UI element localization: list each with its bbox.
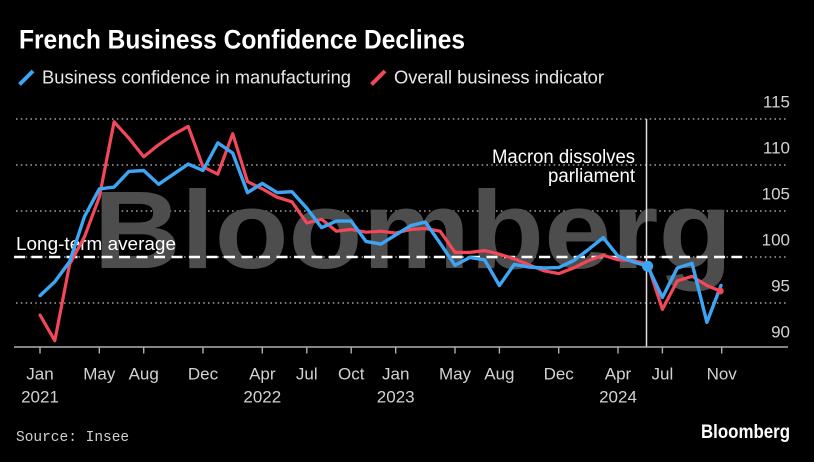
svg-text:Source: Insee: Source: Insee [16, 430, 129, 446]
svg-text:2024: 2024 [599, 388, 637, 407]
svg-text:Macron dissolves: Macron dissolves [492, 147, 635, 168]
svg-text:Apr: Apr [605, 365, 632, 384]
svg-text:Long-term average: Long-term average [16, 234, 176, 254]
svg-text:95: 95 [771, 277, 790, 296]
svg-text:Dec: Dec [544, 365, 575, 384]
svg-text:2022: 2022 [243, 388, 281, 407]
svg-text:Jul: Jul [296, 365, 318, 384]
svg-text:Oct: Oct [338, 365, 365, 384]
svg-text:parliament: parliament [548, 166, 636, 187]
svg-text:Aug: Aug [129, 365, 159, 384]
svg-text:Aug: Aug [484, 365, 514, 384]
svg-text:Dec: Dec [188, 365, 219, 384]
svg-text:Apr: Apr [249, 365, 276, 384]
svg-text:115: 115 [763, 93, 790, 112]
svg-text:Business confidence in manufac: Business confidence in manufacturing [42, 68, 351, 88]
svg-text:Nov: Nov [707, 365, 738, 384]
svg-text:105: 105 [762, 185, 790, 204]
svg-text:Jul: Jul [652, 365, 674, 384]
svg-text:2021: 2021 [21, 388, 59, 407]
svg-text:90: 90 [771, 323, 790, 342]
svg-text:Jan: Jan [26, 365, 53, 384]
svg-text:May: May [439, 365, 472, 384]
svg-text:100: 100 [762, 231, 790, 250]
svg-text:110: 110 [763, 139, 790, 158]
svg-text:2023: 2023 [377, 388, 415, 407]
svg-text:May: May [83, 365, 116, 384]
svg-text:Bloomberg: Bloomberg [701, 422, 790, 443]
svg-text:Jan: Jan [382, 365, 409, 384]
svg-text:Overall business indicator: Overall business indicator [394, 68, 604, 88]
svg-text:French Business Confidence Dec: French Business Confidence Declines [19, 25, 465, 55]
